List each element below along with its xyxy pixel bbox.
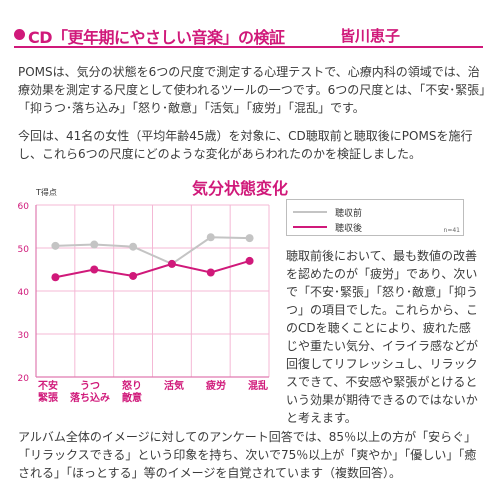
y-tick-label: 60 bbox=[18, 202, 30, 212]
legend-item-before: 聴収前 bbox=[293, 206, 453, 219]
x-tick-label: うつ 落ち込み bbox=[70, 381, 110, 404]
title-underline bbox=[14, 46, 483, 48]
data-point-before bbox=[245, 234, 254, 243]
data-point-after bbox=[129, 271, 138, 280]
data-point-after bbox=[51, 273, 60, 282]
legend-item-after: 聴収後 bbox=[293, 221, 453, 234]
x-tick-label: 疲労 bbox=[206, 381, 226, 392]
sample-size-note: n=41 bbox=[443, 227, 460, 234]
series-line-after bbox=[55, 259, 250, 279]
author-name: 皆川恵子 bbox=[340, 27, 401, 45]
x-axis-labels: 不安 緊張 うつ 落ち込み 怒り 敵意 活気 疲労 混乱 bbox=[36, 381, 269, 411]
legend-label-before: 聴収前 bbox=[335, 209, 363, 219]
y-tick-label: 30 bbox=[18, 331, 30, 341]
y-tick-label: 20 bbox=[18, 374, 30, 384]
method-paragraph: 今回は、41名の女性（平均年齢45歳）を対象に、CD聴取前と聴取後にPOMSを施… bbox=[18, 129, 473, 161]
data-point-before bbox=[90, 240, 99, 249]
series-line-before bbox=[55, 236, 250, 266]
analysis-paragraph: 聴取前後において、最も数値の改善を認めたのが「疲労」であり、次いで「不安･緊張」… bbox=[286, 249, 479, 425]
section-title: CD「更年期にやさしい音楽」の検証 bbox=[28, 28, 285, 47]
chart-title: 気分状態変化 bbox=[192, 179, 289, 198]
legend-label-after: 聴収後 bbox=[335, 224, 363, 234]
data-point-before bbox=[206, 233, 215, 242]
y-tick-label: 40 bbox=[18, 288, 30, 298]
section-header: CD「更年期にやさしい音楽」の検証 皆川恵子 bbox=[14, 22, 483, 48]
legend-line-after bbox=[293, 226, 327, 228]
chart-legend: 聴収前 聴収後 n=41 bbox=[286, 199, 464, 236]
intro-paragraph: POMSは、気分の状態を6つの尺度で測定する心理テストで、心療内科の領域では、治… bbox=[18, 65, 486, 115]
data-point-before bbox=[51, 241, 60, 250]
data-point-after bbox=[245, 256, 254, 265]
bullet-dot-icon bbox=[14, 29, 25, 40]
data-point-before bbox=[129, 242, 138, 251]
x-tick-label: 不安 緊張 bbox=[38, 381, 58, 404]
x-tick-label: 混乱 bbox=[248, 381, 268, 392]
x-tick-label: 怒り 敵意 bbox=[122, 381, 142, 404]
data-point-after bbox=[90, 265, 99, 274]
data-point-after bbox=[167, 259, 176, 268]
legend-line-before bbox=[293, 211, 327, 213]
y-tick-label: 50 bbox=[18, 245, 30, 255]
y-axis-label: T得点 bbox=[36, 188, 57, 197]
data-point-after bbox=[206, 268, 215, 277]
x-tick-label: 活気 bbox=[164, 381, 184, 392]
result-paragraph: アルバム全体のイメージに対してのアンケート回答では、85％以上の方が「安らぐ」「… bbox=[18, 430, 477, 480]
